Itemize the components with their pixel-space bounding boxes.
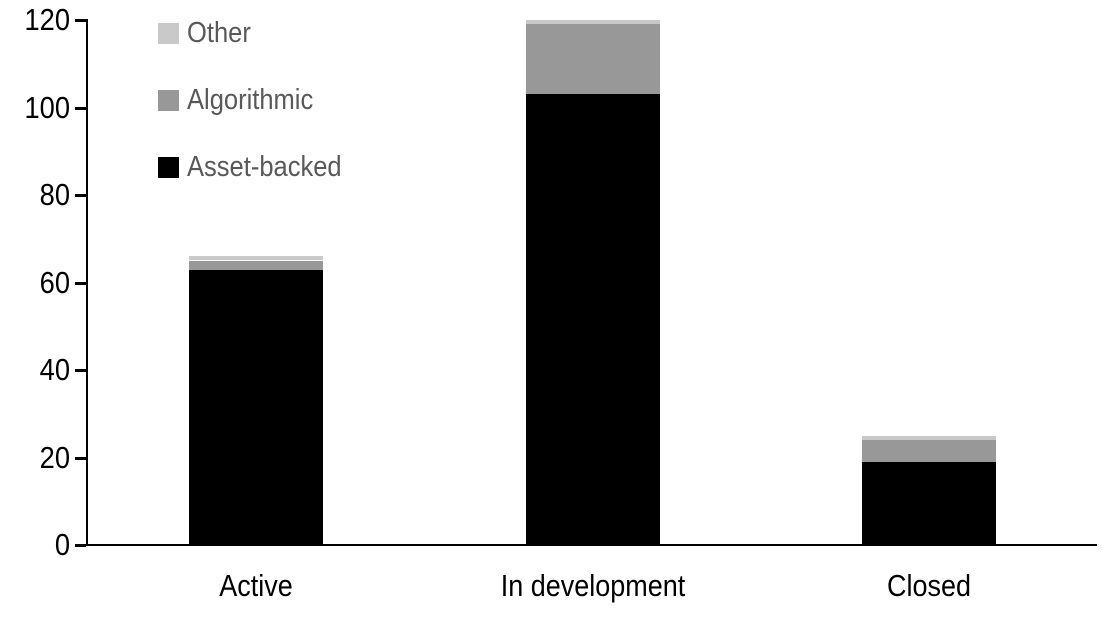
y-axis-tick-label: 60 bbox=[39, 265, 70, 300]
legend-item-other: Other bbox=[158, 18, 363, 47]
x-axis-label-in-development: In development bbox=[500, 568, 686, 603]
bar-segment-in-development-algorithmic bbox=[526, 24, 660, 94]
legend-label: Other bbox=[187, 16, 251, 49]
y-axis-tick-mark bbox=[75, 282, 86, 285]
y-axis-tick-label: 40 bbox=[39, 352, 70, 387]
bar-segment-closed-asset-backed bbox=[862, 462, 996, 545]
bar-segment-active-algorithmic bbox=[189, 261, 323, 270]
legend-item-asset-backed: Asset-backed bbox=[158, 152, 363, 181]
legend: Other Algorithmic Asset-backed bbox=[158, 18, 363, 223]
y-axis-tick-mark bbox=[75, 544, 86, 547]
legend-swatch-other bbox=[158, 22, 179, 44]
bar-segment-closed-other bbox=[862, 436, 996, 440]
y-axis-tick-mark bbox=[75, 107, 86, 110]
bar-segment-active-asset-backed bbox=[189, 269, 323, 545]
y-axis-tick-mark bbox=[75, 457, 86, 460]
y-axis-tick-mark bbox=[75, 369, 86, 372]
bar-segment-closed-algorithmic bbox=[862, 440, 996, 462]
y-axis-tick-label: 0 bbox=[54, 527, 70, 562]
legend-label: Algorithmic bbox=[187, 83, 314, 116]
bar-segment-in-development-other bbox=[526, 20, 660, 24]
legend-swatch-asset-backed bbox=[158, 156, 179, 178]
legend-label: Asset-backed bbox=[187, 150, 342, 183]
y-axis-tick-label: 80 bbox=[39, 177, 70, 212]
bar-segment-active-other bbox=[189, 256, 323, 260]
y-axis-tick-label: 20 bbox=[39, 440, 70, 475]
y-axis-line bbox=[86, 19, 88, 546]
y-axis-tick-label: 120 bbox=[24, 2, 70, 37]
x-axis-label-closed: Closed bbox=[887, 568, 971, 603]
bar-segment-in-development-asset-backed bbox=[526, 94, 660, 545]
legend-item-algorithmic: Algorithmic bbox=[158, 85, 363, 114]
legend-swatch-algorithmic bbox=[158, 89, 179, 111]
x-axis-line bbox=[86, 544, 1097, 546]
y-axis-tick-mark bbox=[75, 19, 86, 22]
y-axis-tick-label: 100 bbox=[24, 90, 70, 125]
y-axis-tick-mark bbox=[75, 194, 86, 197]
x-axis-label-active: Active bbox=[219, 568, 293, 603]
